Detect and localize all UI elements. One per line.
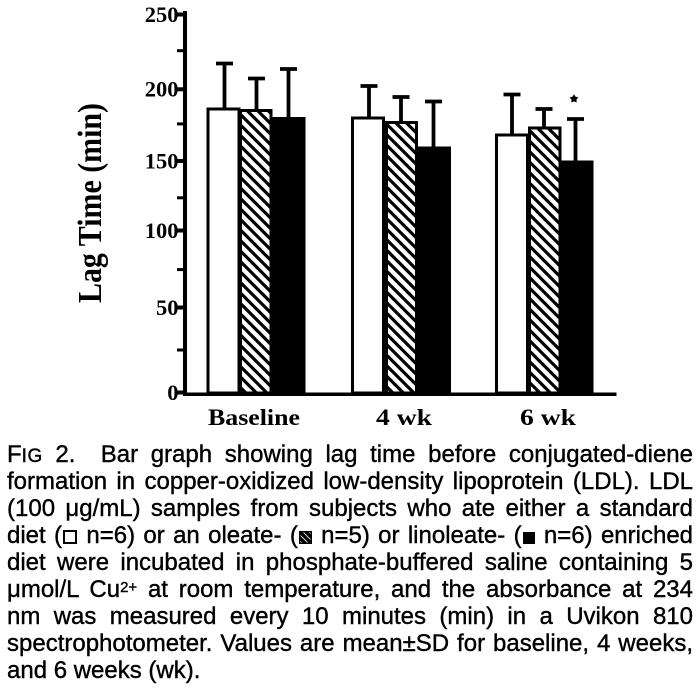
svg-text:Lag Time (min): Lag Time (min) xyxy=(72,103,109,303)
svg-text:200: 200 xyxy=(145,77,179,102)
svg-text:Baseline: Baseline xyxy=(208,405,300,430)
svg-text:100: 100 xyxy=(145,218,179,243)
svg-text:6 wk: 6 wk xyxy=(520,405,576,430)
svg-text:50: 50 xyxy=(156,295,179,320)
svg-text:0: 0 xyxy=(167,380,178,405)
svg-text:150: 150 xyxy=(145,148,179,173)
svg-text:250: 250 xyxy=(145,2,179,27)
svg-text:4 wk: 4 wk xyxy=(376,405,432,430)
